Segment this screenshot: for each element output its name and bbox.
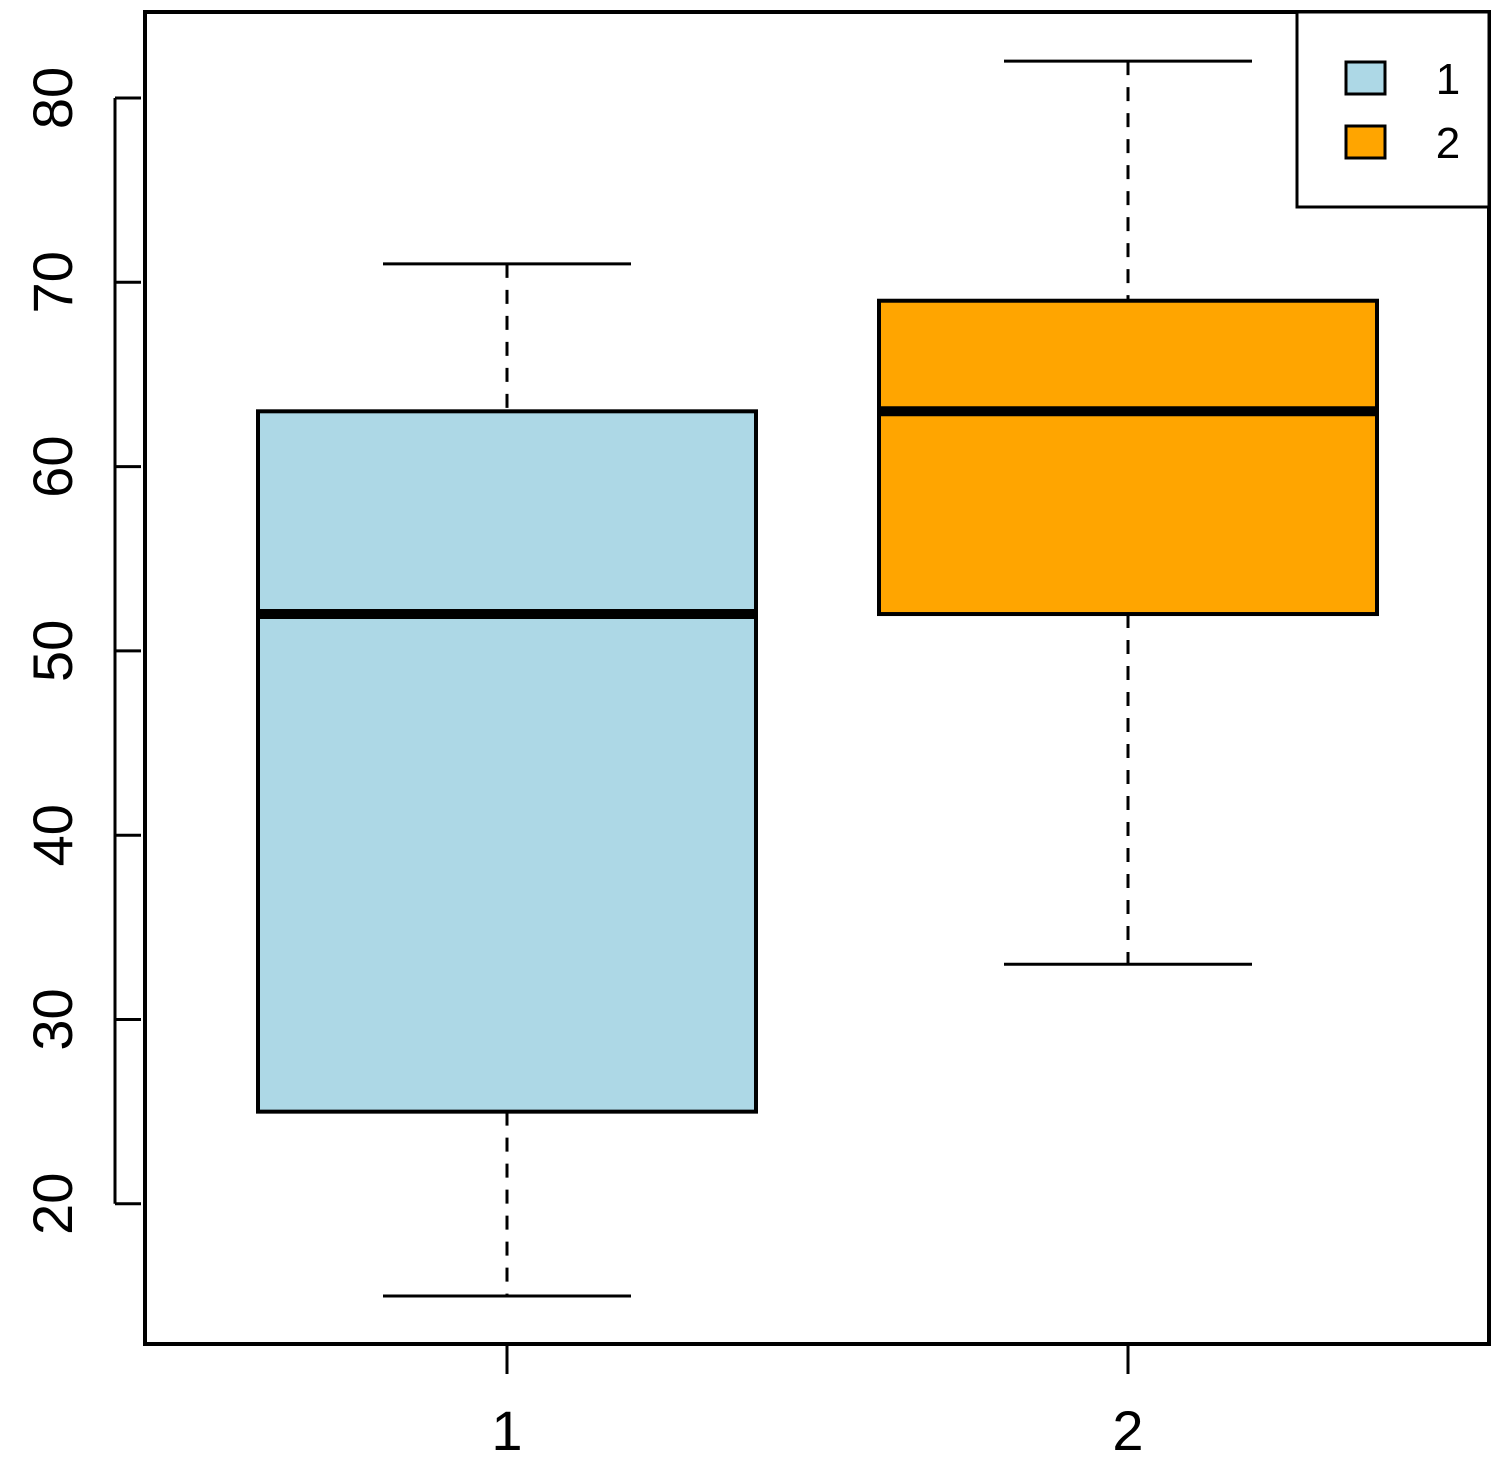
y-tick-label: 80 bbox=[21, 67, 84, 129]
legend-swatch-2 bbox=[1344, 124, 1387, 160]
box-1 bbox=[256, 262, 758, 1298]
x-tick-label: 1 bbox=[491, 1399, 522, 1462]
box-2 bbox=[877, 59, 1379, 966]
x-tick-label: 2 bbox=[1112, 1399, 1143, 1462]
y-tick-label: 60 bbox=[21, 435, 84, 497]
y-axis: 20 30 40 50 60 70 80 bbox=[21, 67, 141, 1235]
legend-swatch-1 bbox=[1344, 60, 1387, 96]
iqr-box bbox=[256, 409, 758, 1114]
iqr-box bbox=[877, 298, 1379, 617]
boxes bbox=[256, 59, 1379, 1298]
legend-label-2: 2 bbox=[1436, 119, 1460, 168]
y-tick-label: 70 bbox=[21, 251, 84, 313]
y-tick-label: 30 bbox=[21, 988, 84, 1050]
legend: 12 bbox=[1295, 10, 1491, 209]
y-tick-label: 40 bbox=[21, 804, 84, 866]
plot-frame bbox=[143, 10, 1491, 1346]
legend-frame bbox=[1295, 10, 1491, 209]
y-tick-label: 20 bbox=[21, 1173, 84, 1235]
y-tick-label: 50 bbox=[21, 620, 84, 682]
legend-label-1: 1 bbox=[1436, 55, 1460, 104]
